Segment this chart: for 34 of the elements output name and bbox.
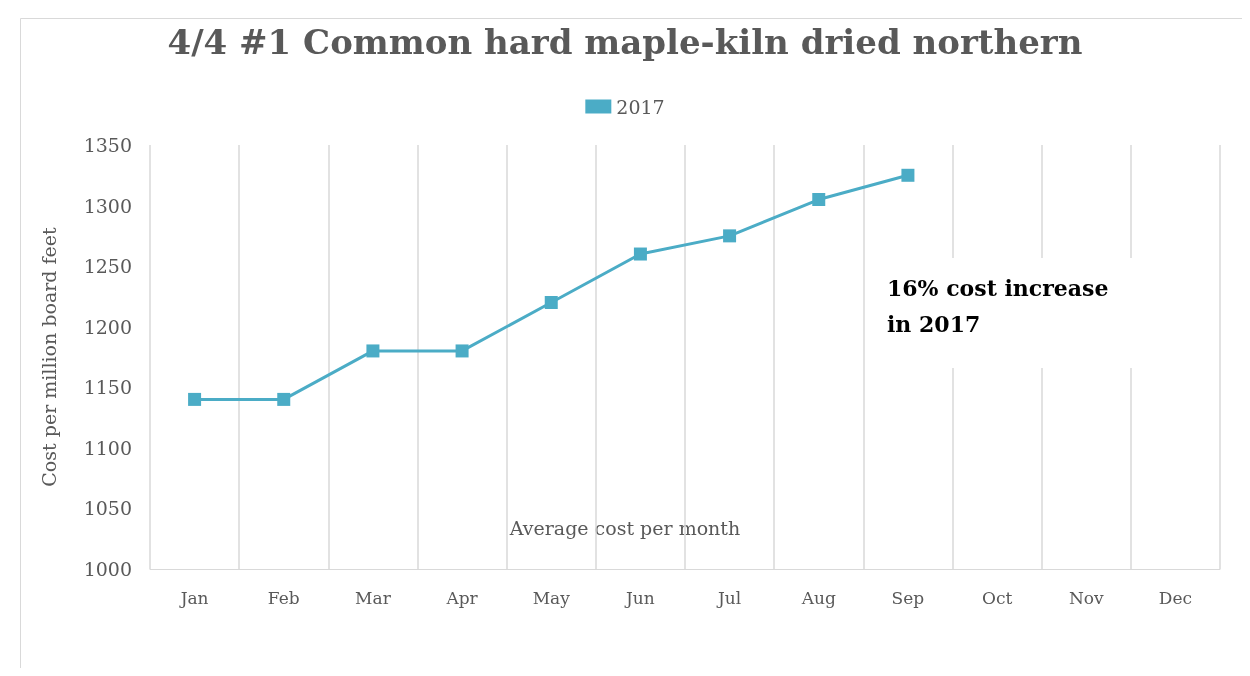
point <box>455 344 469 358</box>
x-tick-label: Jan <box>178 587 209 608</box>
y-tick-label: 1000 <box>83 558 132 580</box>
x-tick-label: Sep <box>891 587 925 608</box>
point <box>812 193 826 207</box>
x-tick-label: Mar <box>355 587 392 608</box>
x-tick-label: May <box>532 587 571 608</box>
point <box>366 344 380 358</box>
chart-title: 4/4 #1 Common hard maple-kiln dried northern <box>167 22 1083 62</box>
x-axis-title: Average cost per month <box>508 516 741 539</box>
legend-label: 2017 <box>616 95 665 118</box>
point <box>544 295 558 309</box>
x-tick-label: Oct <box>981 587 1013 608</box>
y-tick-label: 1250 <box>83 255 132 278</box>
x-tick-label: Feb <box>267 587 300 608</box>
x-tick-label: Dec <box>1158 587 1193 608</box>
y-tick-label: 1100 <box>83 436 132 459</box>
y-tick-label: 1050 <box>83 497 132 520</box>
y-tick-label: 1200 <box>83 315 132 338</box>
point <box>188 392 202 406</box>
y-axis-title: Cost per million board feet <box>37 226 60 487</box>
y-tick-label: 1300 <box>83 194 132 217</box>
x-tick-label: Jun <box>624 587 655 608</box>
y-tick-label: 1350 <box>83 134 132 156</box>
point <box>723 229 737 243</box>
annotation: 16% cost increase in 2017 <box>887 274 1110 339</box>
point <box>901 168 915 182</box>
point <box>633 247 647 261</box>
x-tick-label: Apr <box>445 587 479 608</box>
x-tick-label: Nov <box>1068 587 1104 608</box>
point <box>277 392 291 406</box>
y-tick-label: 1150 <box>83 376 132 399</box>
x-tick-label: Jul <box>715 587 742 608</box>
x-tick-label: Aug <box>800 587 836 608</box>
